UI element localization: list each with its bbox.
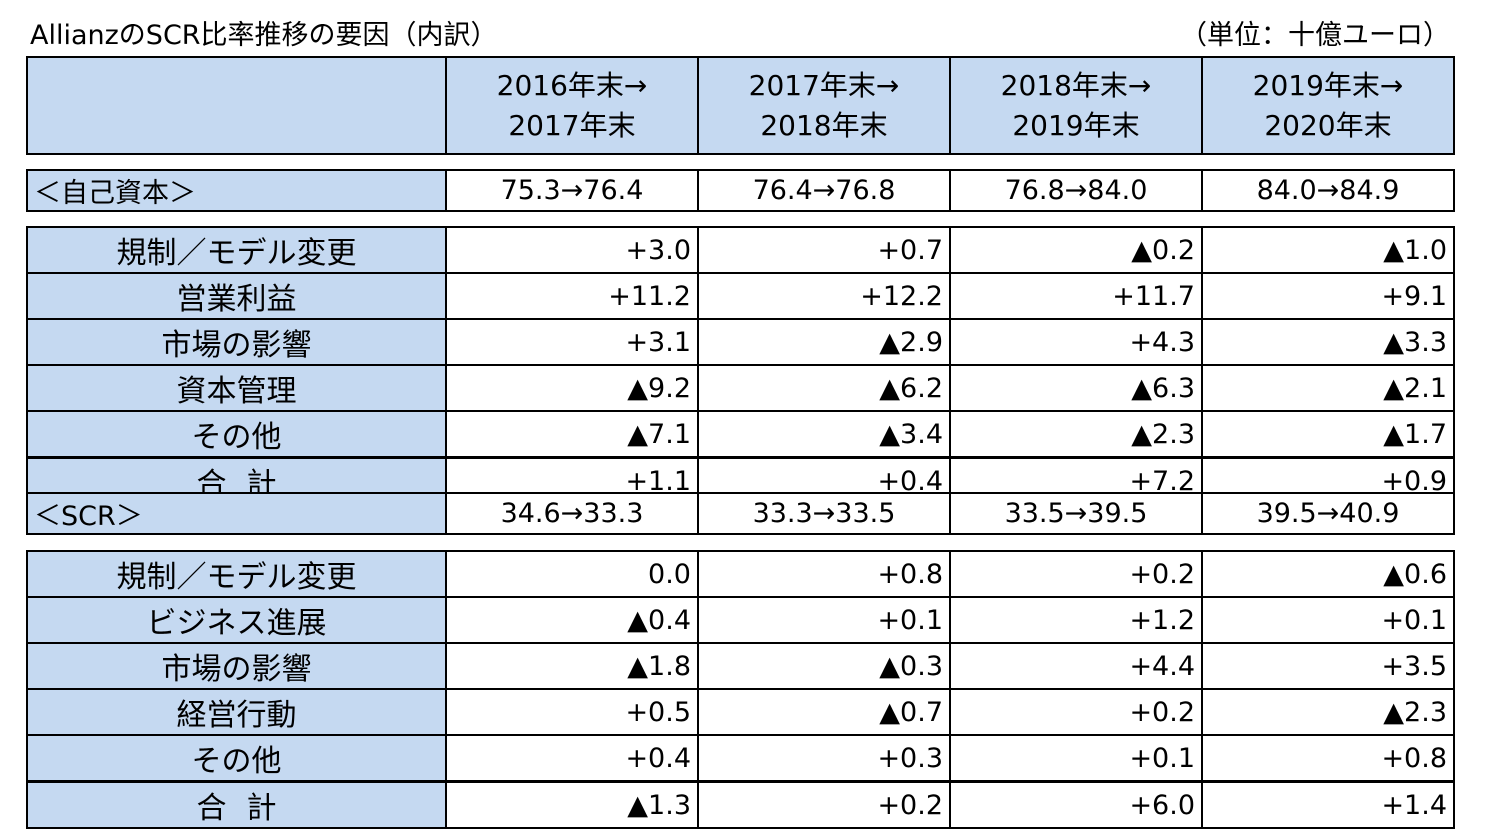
value-cell: ▲0.6 (1201, 550, 1455, 598)
value-cell: +0.1 (1201, 596, 1455, 644)
value-cell: ▲1.8 (445, 642, 699, 690)
scr-range-row: ＜SCR＞ 34.6→33.3 33.3→33.5 33.5→39.5 39.5… (26, 492, 1455, 535)
row-label: 規制／モデル変更 (26, 550, 447, 598)
equity-range-cell: 76.4→76.8 (697, 169, 951, 212)
value-cell: +0.2 (949, 550, 1203, 598)
value-cell: ▲6.2 (697, 364, 951, 412)
value-cell: ▲7.1 (445, 410, 699, 459)
equity-range-row: ＜自己資本＞ 75.3→76.4 76.4→76.8 76.8→84.0 84.… (26, 169, 1455, 212)
value-cell: +11.2 (445, 272, 699, 320)
value-cell: +0.4 (445, 734, 699, 783)
total-value-cell: ▲1.3 (445, 780, 699, 829)
period-to: 2019年末 (1012, 108, 1140, 142)
value-cell: ▲2.9 (697, 318, 951, 366)
value-cell: ▲0.4 (445, 596, 699, 644)
period-header-table: 2016年末→ 2017年末 2017年末→ 2018年末 2018年末→ 20… (26, 56, 1455, 155)
equity-range-cell: 75.3→76.4 (445, 169, 699, 212)
equity-range-cell: 76.8→84.0 (949, 169, 1203, 212)
table-row: 経営行動 +0.5 ▲0.7 +0.2 ▲2.3 (26, 688, 1455, 736)
equity-range-cell: 84.0→84.9 (1201, 169, 1455, 212)
value-cell: ▲2.1 (1201, 364, 1455, 412)
value-cell: +4.3 (949, 318, 1203, 366)
value-cell: ▲1.7 (1201, 410, 1455, 459)
value-cell: ▲2.3 (949, 410, 1203, 459)
table-row: ビジネス進展 ▲0.4 +0.1 +1.2 +0.1 (26, 596, 1455, 644)
table-row: 営業利益 +11.2 +12.2 +11.7 +9.1 (26, 272, 1455, 320)
value-cell: +4.4 (949, 642, 1203, 690)
value-cell: +3.0 (445, 226, 699, 274)
row-label: その他 (26, 410, 447, 459)
row-label: 経営行動 (26, 688, 447, 736)
scr-range-cell: 34.6→33.3 (445, 492, 699, 535)
scr-range-cell: 39.5→40.9 (1201, 492, 1455, 535)
row-label: 資本管理 (26, 364, 447, 412)
value-cell: +3.5 (1201, 642, 1455, 690)
value-cell: +9.1 (1201, 272, 1455, 320)
value-cell: +0.1 (697, 596, 951, 644)
value-cell: +3.1 (445, 318, 699, 366)
table-row: その他 +0.4 +0.3 +0.1 +0.8 (26, 734, 1455, 783)
period-from: 2019年末→ (1252, 68, 1404, 102)
value-cell: +12.2 (697, 272, 951, 320)
period-header-cell: 2017年末→ 2018年末 (697, 56, 951, 155)
total-value-cell: +1.4 (1201, 780, 1455, 829)
value-cell: +0.7 (697, 226, 951, 274)
value-cell: ▲0.7 (697, 688, 951, 736)
value-cell: 0.0 (445, 550, 699, 598)
period-from: 2016年末→ (496, 68, 648, 102)
period-from: 2018年末→ (1000, 68, 1152, 102)
value-cell: +0.5 (445, 688, 699, 736)
total-value-cell: +0.2 (697, 780, 951, 829)
header-corner-cell (26, 56, 447, 155)
table-row: 規制／モデル変更 +3.0 +0.7 ▲0.2 ▲1.0 (26, 226, 1455, 274)
row-label: その他 (26, 734, 447, 783)
period-to: 2017年末 (508, 108, 636, 142)
value-cell: +0.8 (1201, 734, 1455, 783)
table-row: 資本管理 ▲9.2 ▲6.2 ▲6.3 ▲2.1 (26, 364, 1455, 412)
value-cell: +0.2 (949, 688, 1203, 736)
table-row: 市場の影響 ▲1.8 ▲0.3 +4.4 +3.5 (26, 642, 1455, 690)
table-row: その他 ▲7.1 ▲3.4 ▲2.3 ▲1.7 (26, 410, 1455, 459)
table-row: 規制／モデル変更 0.0 +0.8 +0.2 ▲0.6 (26, 550, 1455, 598)
equity-range-table: ＜自己資本＞ 75.3→76.4 76.4→76.8 76.8→84.0 84.… (26, 169, 1455, 212)
period-from: 2017年末→ (748, 68, 900, 102)
value-cell: +0.3 (697, 734, 951, 783)
value-cell: ▲6.3 (949, 364, 1203, 412)
row-label: 市場の影響 (26, 318, 447, 366)
period-header-cell: 2016年末→ 2017年末 (445, 56, 699, 155)
total-label: 合計 (26, 780, 447, 829)
row-label: 市場の影響 (26, 642, 447, 690)
value-cell: +11.7 (949, 272, 1203, 320)
value-cell: ▲3.4 (697, 410, 951, 459)
value-cell: +0.1 (949, 734, 1203, 783)
value-cell: ▲9.2 (445, 364, 699, 412)
scr-section-label: ＜SCR＞ (26, 492, 447, 535)
unit-label: （単位：十億ユーロ） (1180, 20, 1450, 51)
table-row: 市場の影響 +3.1 ▲2.9 +4.3 ▲3.3 (26, 318, 1455, 366)
scr-range-table: ＜SCR＞ 34.6→33.3 33.3→33.5 33.5→39.5 39.5… (26, 492, 1455, 535)
period-to: 2018年末 (760, 108, 888, 142)
value-cell: +1.2 (949, 596, 1203, 644)
equity-section-label: ＜自己資本＞ (26, 169, 447, 212)
scr-range-cell: 33.5→39.5 (949, 492, 1203, 535)
row-label: 規制／モデル変更 (26, 226, 447, 274)
total-value-cell: +6.0 (949, 780, 1203, 829)
equity-breakdown-table: 規制／モデル変更 +3.0 +0.7 ▲0.2 ▲1.0 営業利益 +11.2 … (26, 226, 1455, 505)
scr-breakdown-table: 規制／モデル変更 0.0 +0.8 +0.2 ▲0.6 ビジネス進展 ▲0.4 … (26, 550, 1455, 829)
scr-range-cell: 33.3→33.5 (697, 492, 951, 535)
period-header-cell: 2019年末→ 2020年末 (1201, 56, 1455, 155)
total-row: 合計 ▲1.3 +0.2 +6.0 +1.4 (26, 780, 1455, 829)
value-cell: ▲2.3 (1201, 688, 1455, 736)
row-label: 営業利益 (26, 272, 447, 320)
period-header-row: 2016年末→ 2017年末 2017年末→ 2018年末 2018年末→ 20… (26, 56, 1455, 155)
value-cell: ▲0.2 (949, 226, 1203, 274)
period-to: 2020年末 (1264, 108, 1392, 142)
value-cell: ▲1.0 (1201, 226, 1455, 274)
period-header-cell: 2018年末→ 2019年末 (949, 56, 1203, 155)
value-cell: ▲3.3 (1201, 318, 1455, 366)
value-cell: +0.8 (697, 550, 951, 598)
row-label: ビジネス進展 (26, 596, 447, 644)
value-cell: ▲0.3 (697, 642, 951, 690)
table-title: AllianzのSCR比率推移の要因（内訳） (30, 20, 498, 51)
